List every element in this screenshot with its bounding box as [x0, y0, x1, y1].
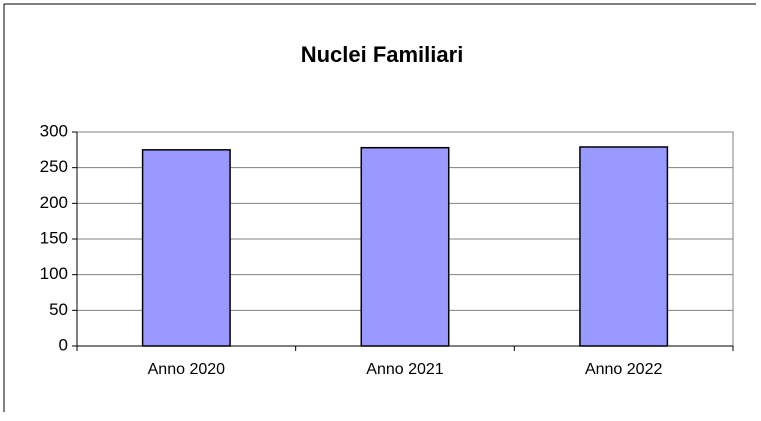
y-tick-label: 50 — [49, 300, 68, 319]
y-tick-label: 150 — [40, 228, 68, 247]
y-tick-label: 300 — [40, 121, 68, 140]
y-tick-label: 200 — [40, 193, 68, 212]
y-tick-label: 0 — [59, 335, 68, 354]
y-tick-label: 100 — [40, 264, 68, 283]
y-tick-label: 250 — [40, 157, 68, 176]
x-tick-label: Anno 2021 — [366, 361, 444, 378]
x-tick-label: Anno 2022 — [585, 361, 663, 378]
bar — [360, 146, 450, 347]
x-tick-label: Anno 2020 — [148, 361, 226, 378]
bar — [579, 146, 669, 347]
bar — [141, 149, 231, 347]
chart-title: Nuclei Familiari — [301, 42, 464, 67]
